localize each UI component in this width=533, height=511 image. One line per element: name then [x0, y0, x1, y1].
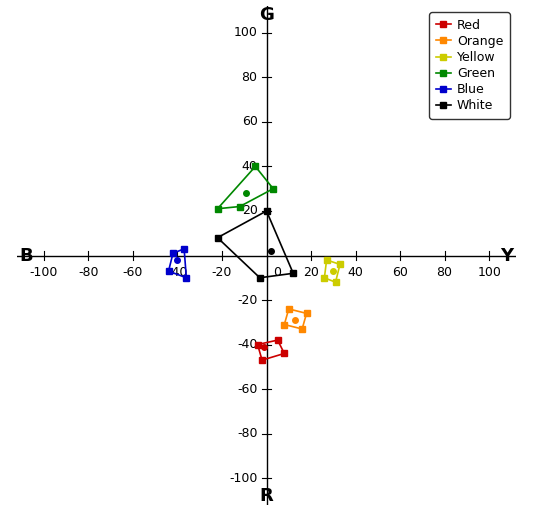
Text: 40: 40: [242, 160, 257, 173]
Legend: Red, Orange, Yellow, Green, Blue, White: Red, Orange, Yellow, Green, Blue, White: [430, 12, 510, 119]
Text: 100: 100: [233, 27, 257, 39]
Text: 60: 60: [242, 115, 257, 128]
Text: -40: -40: [237, 338, 257, 351]
Text: -60: -60: [123, 266, 143, 278]
Text: Y: Y: [500, 246, 513, 265]
Text: R: R: [260, 487, 273, 505]
Text: 20: 20: [242, 204, 257, 218]
Text: -100: -100: [30, 266, 58, 278]
Text: -60: -60: [237, 383, 257, 396]
Text: 100: 100: [477, 266, 501, 278]
Text: 80: 80: [241, 71, 257, 84]
Text: 80: 80: [437, 266, 453, 278]
Text: 20: 20: [303, 266, 319, 278]
Text: -80: -80: [237, 427, 257, 440]
Text: -100: -100: [229, 472, 257, 484]
Text: 0: 0: [273, 266, 281, 278]
Text: 40: 40: [348, 266, 364, 278]
Text: -80: -80: [78, 266, 99, 278]
Text: G: G: [259, 6, 274, 24]
Text: B: B: [19, 246, 33, 265]
Text: -40: -40: [167, 266, 188, 278]
Text: -20: -20: [212, 266, 232, 278]
Text: -20: -20: [237, 293, 257, 307]
Text: 60: 60: [392, 266, 408, 278]
